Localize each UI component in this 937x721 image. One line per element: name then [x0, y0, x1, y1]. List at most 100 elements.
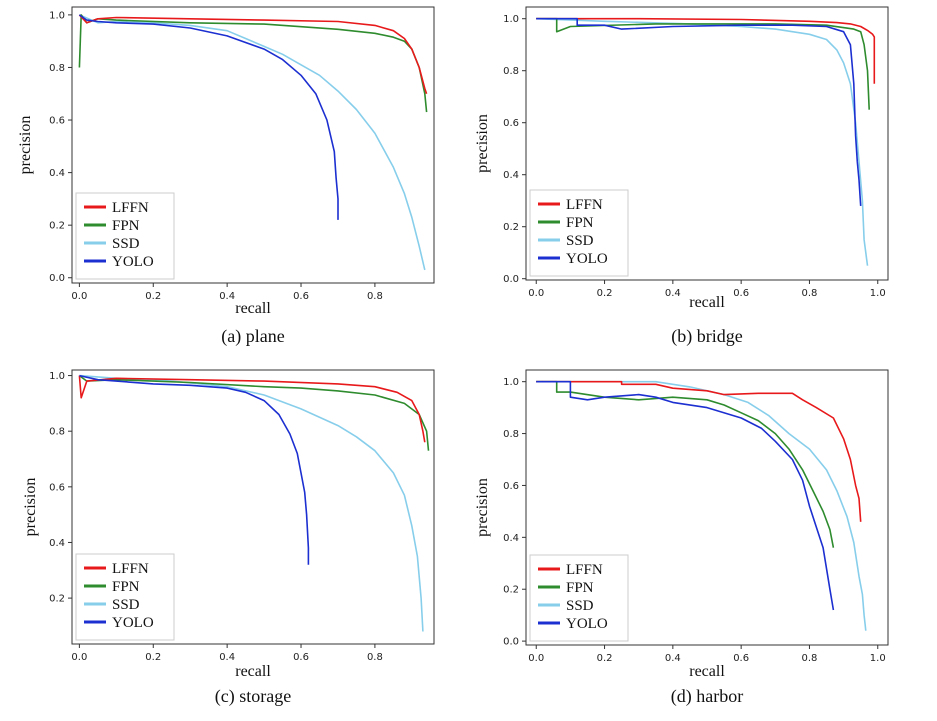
- plot-frame: [71, 6, 435, 284]
- legend-label-lffn: LFFN: [566, 562, 603, 578]
- plot-frame: [525, 6, 889, 281]
- legend-label-fpn: FPN: [566, 580, 594, 596]
- legend-label-lffn: LFFN: [112, 200, 149, 216]
- x-tick-label: 0.6: [733, 653, 749, 664]
- x-axis-label: recall: [689, 294, 725, 311]
- x-tick-label: 0.0: [71, 652, 87, 663]
- y-tick-label: 0.0: [49, 273, 65, 284]
- series-line-lffn: [78, 14, 428, 94]
- y-axis-label: precision: [474, 114, 491, 173]
- legend-label-fpn: FPN: [112, 579, 140, 595]
- x-tick-label: 0.4: [665, 288, 681, 299]
- y-tick-label: 0.6: [49, 116, 65, 127]
- series-line-yolo: [536, 17, 862, 206]
- x-tick-label: 0.0: [528, 653, 544, 664]
- y-tick-label: 1.0: [503, 377, 519, 388]
- chart-d-harbor: 0.0 0.2 0.4 0.6 0.8 1.0 0.0 0.2 0.4 0.6 0.8 1.0 LFFN…: [474, 369, 889, 707]
- y-axis-label: precision: [17, 116, 34, 175]
- y-tick-label: 0.0: [503, 274, 519, 285]
- y-tick-label: 0.6: [49, 482, 65, 493]
- x-tick-label: 0.6: [293, 291, 309, 302]
- x-tick-label: 0.6: [293, 652, 309, 663]
- chart-caption: (b) bridge: [671, 326, 742, 347]
- chart-a-plane: 0.0 0.2 0.4 0.6 0.8 0.0 0.2 0.4 0.6 0.8 1.0 LFFN FPN…: [17, 6, 435, 347]
- chart-caption: (c) storage: [215, 686, 291, 707]
- legend: LFFN FPN SSD YOLO: [529, 189, 629, 277]
- chart-c-storage: 0.0 0.2 0.4 0.6 0.8 0.2 0.4 0.6 0.8 1.0 LFFN FPN SSD…: [22, 369, 435, 707]
- y-tick-label: 0.4: [49, 538, 65, 549]
- series-line-lffn: [78, 375, 426, 443]
- y-axis-label: precision: [474, 478, 491, 537]
- series-line-fpn: [536, 380, 835, 548]
- series-line-yolo: [79, 374, 310, 565]
- legend-label-ssd: SSD: [566, 233, 594, 249]
- x-tick-label: 1.0: [870, 288, 886, 299]
- legend-label-yolo: YOLO: [112, 254, 154, 270]
- x-tick-label: 0.2: [597, 288, 613, 299]
- series-line-ssd: [79, 14, 426, 271]
- y-tick-label: 0.2: [49, 221, 65, 232]
- legend-label-ssd: SSD: [112, 597, 140, 613]
- legend-label-yolo: YOLO: [112, 615, 154, 631]
- y-tick-label: 1.0: [49, 371, 65, 382]
- series-group: [78, 374, 430, 632]
- y-axis-label: precision: [22, 478, 39, 537]
- legend-label-ssd: SSD: [112, 236, 140, 252]
- x-tick-label: 0.4: [219, 291, 235, 302]
- y-tick-label: 0.8: [503, 429, 519, 440]
- legend-label-fpn: FPN: [112, 218, 140, 234]
- x-tick-label: 0.6: [733, 288, 749, 299]
- x-tick-label: 1.0: [870, 653, 886, 664]
- x-tick-label: 0.2: [597, 653, 613, 664]
- chart-b-bridge: 0.0 0.2 0.4 0.6 0.8 1.0 0.0 0.2 0.4 0.6 0.8 1.0 LFFN…: [474, 6, 889, 347]
- legend-label-lffn: LFFN: [566, 197, 603, 213]
- x-axis-label: recall: [689, 663, 725, 680]
- x-tick-label: 0.8: [367, 291, 383, 302]
- legend-label-yolo: YOLO: [566, 616, 608, 632]
- y-tick-label: 0.4: [503, 533, 519, 544]
- y-tick-label: 0.2: [49, 594, 65, 605]
- chart-caption: (d) harbor: [671, 686, 743, 707]
- y-tick-label: 0.6: [503, 118, 519, 129]
- legend-label-yolo: YOLO: [566, 251, 608, 267]
- legend: LFFN FPN SSD YOLO: [75, 553, 175, 641]
- x-tick-label: 0.8: [367, 652, 383, 663]
- x-tick-label: 0.4: [665, 653, 681, 664]
- y-tick-label: 1.0: [49, 10, 65, 21]
- y-tick-label: 0.8: [49, 63, 65, 74]
- y-tick-label: 0.4: [49, 168, 65, 179]
- y-tick-label: 0.8: [49, 427, 65, 438]
- series-line-fpn: [536, 17, 870, 110]
- legend-label-lffn: LFFN: [112, 561, 149, 577]
- y-tick-label: 0.4: [503, 170, 519, 181]
- legend: LFFN FPN SSD YOLO: [75, 192, 175, 280]
- x-tick-label: 0.0: [528, 288, 544, 299]
- x-tick-label: 0.8: [801, 653, 817, 664]
- x-tick-label: 0.2: [145, 291, 161, 302]
- legend-label-ssd: SSD: [566, 598, 594, 614]
- series-group: [78, 14, 428, 271]
- y-tick-label: 0.2: [503, 222, 519, 233]
- legend-label-fpn: FPN: [566, 215, 594, 231]
- plot-frame: [71, 369, 435, 645]
- x-axis-label: recall: [235, 300, 271, 317]
- chart-caption: (a) plane: [221, 326, 284, 347]
- y-tick-label: 0.8: [503, 66, 519, 77]
- series-line-lffn: [536, 17, 876, 84]
- series-line-yolo: [536, 380, 835, 611]
- y-tick-label: 0.6: [503, 481, 519, 492]
- series-group: [536, 380, 867, 631]
- y-tick-label: 0.0: [503, 637, 519, 648]
- series-line-lffn: [536, 380, 862, 522]
- x-tick-label: 0.4: [219, 652, 235, 663]
- plot-frame: [525, 369, 889, 646]
- x-tick-label: 0.8: [801, 288, 817, 299]
- legend: LFFN FPN SSD YOLO: [529, 554, 629, 642]
- y-tick-label: 0.2: [503, 585, 519, 596]
- series-line-yolo: [78, 14, 339, 220]
- x-tick-label: 0.2: [145, 652, 161, 663]
- series-group: [536, 17, 876, 266]
- y-tick-label: 1.0: [503, 14, 519, 25]
- x-tick-label: 0.0: [71, 291, 87, 302]
